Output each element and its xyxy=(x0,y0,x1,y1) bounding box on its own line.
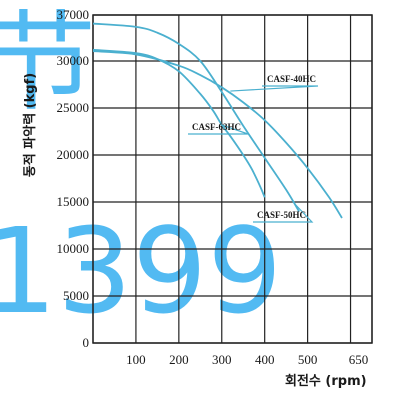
grid xyxy=(92,14,373,344)
plot-frame xyxy=(92,14,373,344)
y-axis-title: 동적 파악력 (kgf) xyxy=(22,73,38,177)
tick-labels: 0 5000 10000 15000 20000 25000 30000 37000 100 20… xyxy=(57,7,369,367)
leader-casf-40hc xyxy=(230,85,319,92)
x-tick-label: 400 xyxy=(255,352,275,367)
leader-casf-50hc xyxy=(253,203,314,223)
x-axis-title: 회전수 (rpm) xyxy=(285,373,367,389)
x-tick-label: 200 xyxy=(169,352,189,367)
x-tick-label: 500 xyxy=(298,352,318,367)
series-label-casf-63hc: CASF-63HC xyxy=(192,122,241,132)
y-tick-label: 30000 xyxy=(57,53,90,68)
y-tick-label: 0 xyxy=(83,335,90,350)
series-label-casf-40hc: CASF-40HC xyxy=(267,74,316,84)
y-tick-label: 25000 xyxy=(57,100,90,115)
y-tick-label: 10000 xyxy=(57,241,90,256)
x-tick-label: 100 xyxy=(126,352,146,367)
y-tick-label: 5000 xyxy=(63,288,89,303)
series-line-casf-40hc xyxy=(92,50,343,219)
series-line-casf-50hc xyxy=(92,22,300,212)
x-tick-label: 650 xyxy=(349,352,369,367)
series-label-casf-50hc: CASF-50HC xyxy=(257,210,306,220)
x-tick-label: 300 xyxy=(212,352,232,367)
watermark-top: 节 xyxy=(0,1,96,126)
series-labels: CASF-40HC CASF-50HC CASF-63HC xyxy=(188,74,319,223)
y-tick-label: 20000 xyxy=(57,147,90,162)
watermark-bottom: 1399 xyxy=(0,202,282,340)
y-tick-label: 15000 xyxy=(57,194,90,209)
series-lines xyxy=(92,22,343,219)
series-line-casf-63hc xyxy=(92,48,266,198)
leader-casf-63hc xyxy=(188,124,249,135)
y-tick-label: 37000 xyxy=(57,7,90,22)
